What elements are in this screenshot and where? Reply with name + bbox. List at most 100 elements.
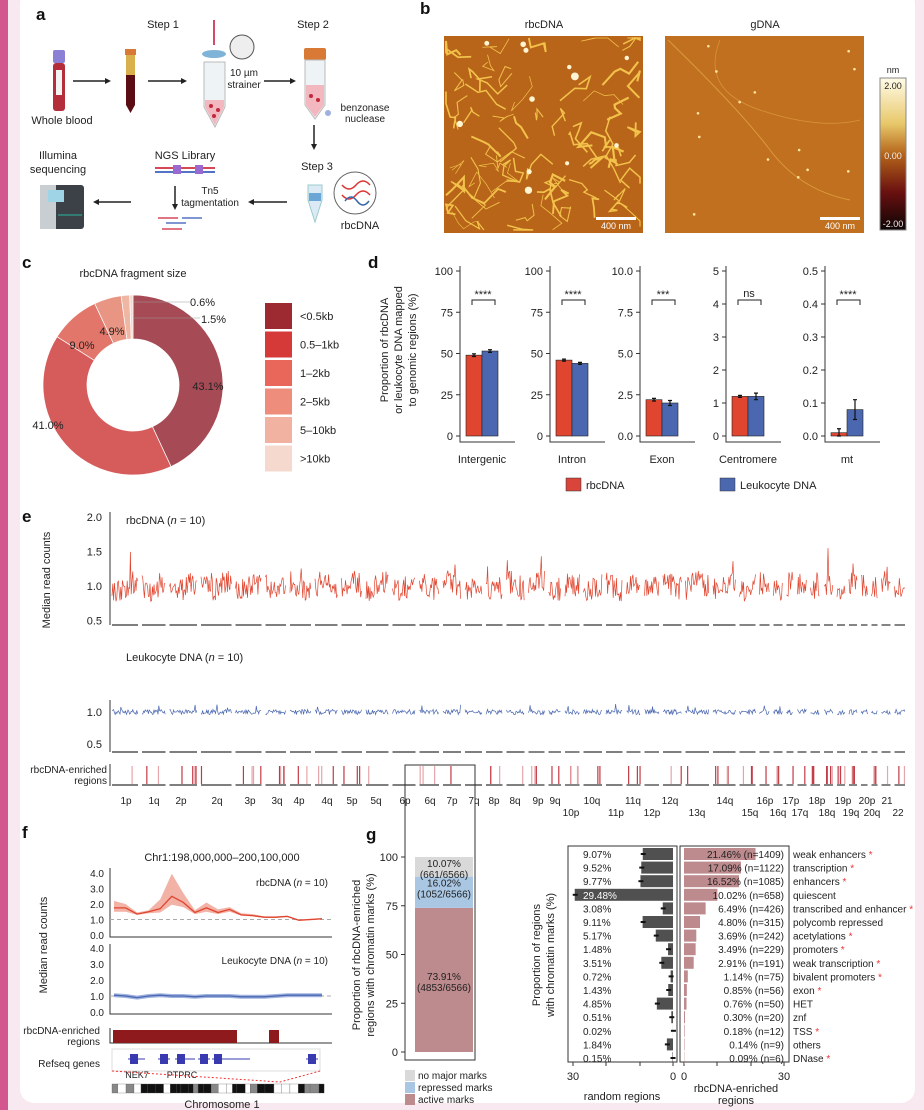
rbcdna-line	[114, 895, 323, 921]
legend-swatch	[265, 331, 292, 358]
dna-strand	[534, 107, 544, 121]
afm-image-gdna	[665, 36, 864, 233]
random-value: 9.52%	[583, 864, 611, 875]
dna-dot	[707, 44, 710, 48]
scale-bar-label-rbcdna: 400 nm	[601, 221, 631, 231]
leukocyte-trace	[314, 706, 338, 716]
plot-frame	[404, 764, 476, 1061]
gene-exon	[200, 1054, 208, 1064]
random-value: 9.11%	[583, 918, 611, 929]
arm-label-15q: 15q	[742, 808, 759, 819]
rbcdna-trace	[169, 572, 197, 601]
dna-aggregate	[567, 64, 572, 70]
error-bar	[738, 394, 742, 398]
arm-label-5p: 5p	[346, 796, 358, 807]
significance-star: *	[866, 850, 873, 861]
enriched-value: 0.09% (n=6)	[729, 1054, 784, 1065]
arm-label-19q: 19q	[843, 808, 860, 819]
tn5-label-2: tagmentation	[181, 198, 239, 209]
dna-strand	[468, 171, 495, 199]
chromosome-band	[176, 1083, 182, 1094]
random-value: 29.48%	[583, 891, 617, 902]
tick-label: 0	[537, 431, 543, 443]
tick-label: 1	[713, 398, 719, 410]
rbcdna-trace	[564, 573, 580, 597]
tick-label: 0.5	[803, 266, 818, 278]
dna-strand	[588, 156, 605, 169]
chromatin-mark-label: TSS *	[793, 1027, 819, 1038]
chromosome-band	[264, 1083, 275, 1094]
leukocyte-trace	[773, 706, 783, 715]
arm-label-2q: 2q	[211, 796, 222, 807]
legend-swatch-rbcdna	[565, 477, 582, 492]
legend-swatch-leukocyte	[719, 477, 736, 492]
dna-dot	[766, 158, 770, 161]
arm-label-8q: 8q	[509, 796, 520, 807]
dna-strand	[714, 39, 861, 124]
leukocyte-trace	[169, 704, 198, 716]
leukocyte-trace	[786, 709, 793, 715]
arm-label-4q: 4q	[321, 796, 332, 807]
legend-swatch	[405, 1082, 415, 1093]
rbcdna-trace	[773, 580, 783, 601]
arm-label-16p: 16p	[757, 796, 774, 807]
dna-strand	[607, 145, 625, 169]
legend-swatch	[265, 360, 292, 386]
tick-label: 4.0	[90, 944, 104, 955]
d-ylabel-2: or leukocyte DNA mapped	[393, 286, 405, 414]
enriched-value: 0.76% (n=50)	[724, 1000, 784, 1011]
arm-label-11p: 11p	[608, 808, 624, 819]
e-ylabel: Median read counts	[41, 531, 53, 628]
rbcdna-trace	[528, 556, 545, 593]
strainer-label-2: strainer	[227, 80, 261, 91]
arm-label-18q: 18q	[819, 808, 836, 819]
dna-aggregate	[526, 169, 532, 175]
arm-label-10q: 10q	[584, 796, 601, 807]
arrow-left-icon	[93, 199, 131, 205]
dna-dot	[696, 111, 700, 115]
dna-strand	[454, 205, 485, 231]
slice-label: 4.9%	[99, 326, 124, 338]
height-colorbar	[879, 77, 907, 231]
f-enriched-label-2: regions	[67, 1037, 100, 1048]
g-right-xlabel-enriched-2: regions	[718, 1095, 755, 1107]
leukocyte-trace	[644, 706, 660, 715]
leukocyte-trace	[739, 708, 756, 716]
rbcdna-trace	[848, 563, 858, 595]
enriched-bar	[684, 888, 718, 901]
whole-blood-label: Whole blood	[31, 115, 92, 127]
d-ylabel-1: Proportion of rbcDNA	[379, 297, 391, 402]
random-value: 4.85%	[583, 1000, 611, 1011]
tick-label: 0.0	[618, 431, 633, 443]
segment-count: (1052/6566)	[417, 890, 471, 901]
dna-strand	[495, 155, 508, 169]
rbcdna-trace	[419, 574, 440, 600]
rbcdna-trace	[365, 571, 389, 601]
g-left-ylabel-1: Proportion of rbcDNA-enriched	[351, 880, 363, 1030]
tick-label: 1.0	[90, 992, 104, 1003]
e-enriched-label-1: rbcDNA-enriched	[30, 765, 107, 776]
tick-label: 2.0	[87, 512, 102, 524]
leukocyte-trace	[392, 708, 416, 715]
enriched-bar	[684, 861, 741, 874]
track-n: 10	[189, 515, 201, 527]
leukocyte-trace	[365, 709, 389, 716]
rbcdna-trace	[442, 564, 461, 599]
f-enriched-label-1: rbcDNA-enriched	[23, 1026, 100, 1037]
arm-label-2p: 2p	[175, 796, 187, 807]
rbcdna-trace	[464, 577, 483, 600]
tick-label: 0	[713, 431, 719, 443]
g-right-xlabel-enriched-1: rbcDNA-enriched	[694, 1083, 778, 1095]
strainer-label-1: 10 µm	[230, 68, 258, 79]
segment-count: (661/6566)	[420, 870, 468, 881]
segment-label: 10.07%	[427, 859, 461, 870]
chromosome-band	[147, 1083, 156, 1094]
arm-label-7q: 7q	[468, 796, 479, 807]
stacked-segment-0	[415, 907, 473, 1052]
centrifuged-tube-icon	[125, 49, 136, 113]
dna-strand	[482, 38, 510, 55]
dna-strand	[449, 160, 465, 175]
dna-strand	[513, 115, 529, 140]
leukocyte-trace	[141, 705, 166, 715]
arm-label-8p: 8p	[488, 796, 500, 807]
